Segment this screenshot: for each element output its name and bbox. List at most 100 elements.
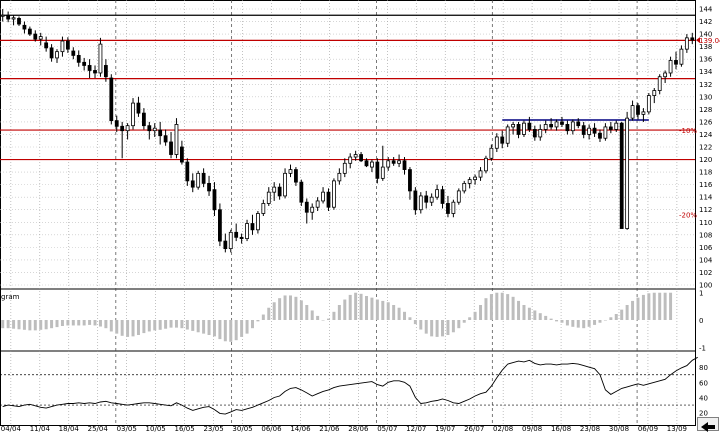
x-tick-label: 19/07 <box>435 425 455 433</box>
y-tick-label: 108 <box>699 231 712 239</box>
histogram-bar <box>337 305 341 320</box>
y-tick-label: 132 <box>699 81 712 89</box>
histogram-bar <box>522 305 526 320</box>
candle-body <box>397 160 401 164</box>
candle-body <box>239 236 244 239</box>
histogram-bar <box>278 298 282 320</box>
candle-body <box>185 161 190 182</box>
candle-body <box>131 102 135 127</box>
histogram-bar <box>348 294 352 320</box>
oscillator-line <box>2 356 698 415</box>
histogram-bar <box>549 318 553 320</box>
histogram-bar <box>419 320 423 330</box>
histogram-bar <box>571 320 575 327</box>
candle-body <box>380 166 385 179</box>
histogram-bar <box>28 320 32 331</box>
candle-body <box>141 112 146 127</box>
histogram-bar <box>435 320 439 337</box>
candle-body <box>484 157 488 172</box>
histogram-bar <box>93 320 97 326</box>
candle-body <box>196 172 201 188</box>
histogram-bar <box>647 293 651 320</box>
candle-body <box>646 95 651 113</box>
scroll-left-button[interactable] <box>697 417 719 432</box>
x-tick-label: 10/05 <box>146 425 166 433</box>
candle-body <box>527 122 532 130</box>
candle-body <box>272 186 277 193</box>
histogram-bar <box>240 320 244 337</box>
histogram-bar <box>663 292 667 320</box>
candle-body <box>532 129 537 138</box>
histogram-bar <box>283 295 287 320</box>
histogram-bar <box>473 311 477 320</box>
histogram-bar <box>392 305 396 320</box>
histogram-bar <box>408 317 412 320</box>
candle-body <box>114 120 119 127</box>
x-tick-label: 16/08 <box>551 425 571 433</box>
histogram-bar <box>109 320 113 332</box>
candle-body <box>522 122 526 135</box>
candle-body <box>402 160 407 170</box>
candle-body <box>619 122 624 229</box>
histogram-bar <box>641 294 645 320</box>
candle-body <box>608 126 613 130</box>
histogram-bar <box>560 320 564 323</box>
histogram-bar <box>104 320 108 329</box>
candle-body <box>554 121 559 128</box>
histogram-bar <box>142 320 146 334</box>
histogram-bar <box>60 320 64 326</box>
histogram-bar <box>603 320 607 321</box>
histogram-bar <box>565 320 569 326</box>
candle-body <box>391 160 396 164</box>
candle-body <box>234 231 239 238</box>
candle-body <box>180 146 184 163</box>
histogram-bar <box>533 310 537 320</box>
candle-body <box>169 141 173 155</box>
y-tick-label: 134 <box>699 68 713 76</box>
histogram-bar <box>403 311 407 320</box>
histogram-bar <box>451 320 455 333</box>
candle-body <box>218 209 222 242</box>
candle-body <box>516 124 521 135</box>
candle-body <box>451 201 456 214</box>
candle-body <box>663 72 668 78</box>
histogram-bar <box>77 320 81 326</box>
histogram-bar <box>267 307 271 320</box>
y-tick-label: 130 <box>699 93 712 101</box>
candle-body <box>60 40 65 53</box>
y-tick-label: 128 <box>699 106 712 114</box>
histogram-bar <box>484 298 488 320</box>
histogram-bar <box>131 320 135 337</box>
candle-body <box>103 65 108 78</box>
candle-body <box>489 147 494 159</box>
candle-body <box>603 126 608 139</box>
histogram-bar <box>212 320 216 337</box>
histogram-y-tick-label: -1 <box>699 344 706 352</box>
histogram-bar <box>652 292 656 320</box>
histogram-bar <box>98 320 102 327</box>
candle-body <box>538 129 543 138</box>
histogram-bar <box>50 320 54 329</box>
histogram-bar <box>185 320 189 330</box>
histogram-y-tick-label: 0 <box>699 317 703 325</box>
candle-body <box>310 206 315 213</box>
histogram-bar <box>115 320 119 334</box>
candle-body <box>375 161 380 179</box>
x-tick-label: 11/04 <box>30 425 51 433</box>
histogram-title: gram <box>1 293 20 301</box>
x-tick-label: 16/05 <box>175 425 195 433</box>
histogram-bar <box>359 293 363 320</box>
candle-body <box>478 170 483 178</box>
candle-body <box>652 90 657 96</box>
histogram-bar <box>593 320 597 325</box>
histogram-bar <box>147 320 151 332</box>
x-tick-label: 12/07 <box>406 425 426 433</box>
histogram-bar <box>321 320 325 321</box>
candle-body <box>136 102 141 114</box>
candle-body <box>592 127 597 134</box>
histogram-bar <box>506 294 510 320</box>
histogram-bar <box>196 320 200 333</box>
histogram-bar <box>365 296 368 320</box>
candle-body <box>283 172 287 197</box>
